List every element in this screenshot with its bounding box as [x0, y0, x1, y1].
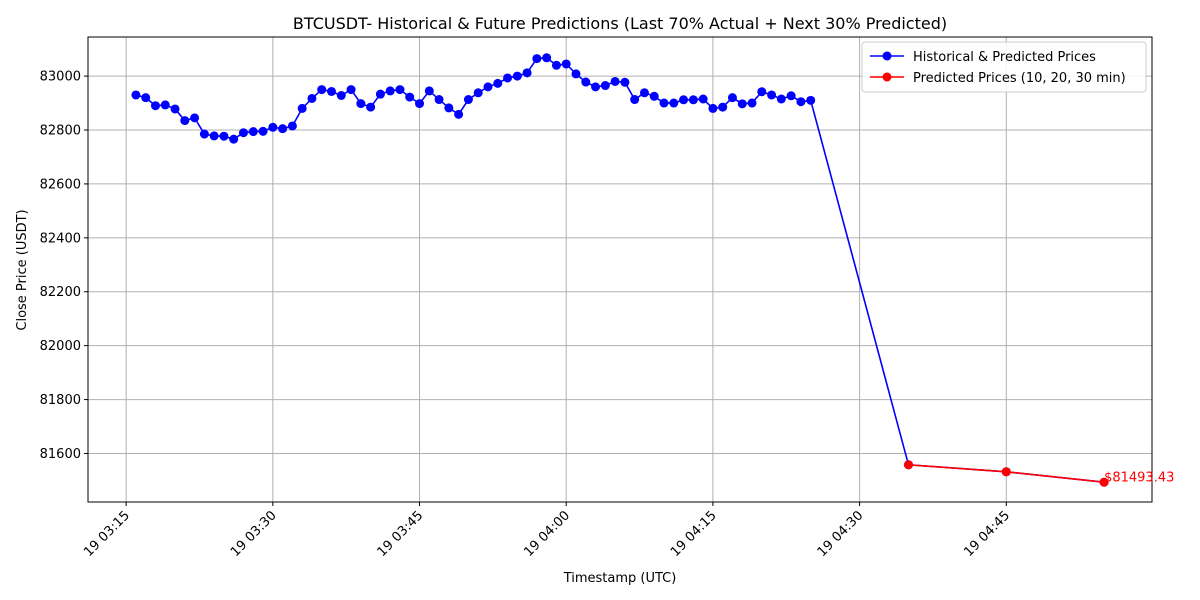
- data-point: [512, 71, 522, 81]
- data-point: [679, 95, 689, 105]
- data-point: [141, 93, 151, 103]
- data-point: [688, 95, 698, 105]
- data-point: [522, 68, 532, 78]
- y-axis-label: Close Price (USDT): [15, 209, 30, 330]
- data-point: [620, 77, 630, 87]
- legend-box: [861, 41, 1147, 93]
- data-point: [639, 88, 649, 98]
- legend: Historical & Predicted Prices Predicted …: [861, 41, 1147, 93]
- data-point: [737, 99, 747, 109]
- y-tick-label: 82000: [40, 339, 81, 354]
- data-point: [366, 102, 376, 112]
- data-point: [727, 93, 737, 103]
- y-tick-label: 82600: [40, 177, 81, 192]
- data-point: [610, 76, 620, 86]
- data-point: [571, 69, 581, 79]
- data-point: [757, 87, 767, 97]
- data-point: [346, 85, 356, 95]
- data-point: [532, 54, 542, 64]
- series-predicted: [903, 460, 1109, 487]
- y-tick-label: 82400: [40, 231, 81, 246]
- y-tick-label: 82200: [40, 285, 81, 300]
- data-point: [268, 122, 278, 132]
- data-point: [1099, 477, 1109, 487]
- data-point: [356, 99, 366, 109]
- data-point: [767, 90, 777, 100]
- data-point: [336, 91, 346, 100]
- data-point: [747, 98, 757, 108]
- data-point: [786, 91, 796, 101]
- data-point: [258, 126, 268, 136]
- data-point: [600, 81, 610, 91]
- y-tick-label: 82800: [40, 124, 81, 139]
- chart-title: BTCUSDT- Historical & Future Predictions…: [293, 14, 947, 33]
- data-point: [1001, 467, 1011, 477]
- data-point: [493, 78, 503, 88]
- data-point: [190, 113, 200, 123]
- data-point: [776, 94, 786, 104]
- data-point: [434, 95, 444, 105]
- data-point: [385, 86, 395, 96]
- data-point: [248, 127, 258, 137]
- data-point: [483, 82, 493, 92]
- prediction-annotation: $81493.43: [1104, 471, 1174, 486]
- data-point: [454, 109, 464, 119]
- data-point: [698, 94, 708, 104]
- data-point: [405, 92, 415, 102]
- data-point: [150, 101, 160, 111]
- data-point: [307, 93, 317, 103]
- data-point: [199, 129, 209, 139]
- data-point: [591, 82, 601, 92]
- data-point: [297, 103, 307, 113]
- data-point: [806, 95, 816, 105]
- data-point: [287, 121, 297, 131]
- data-point: [649, 91, 659, 101]
- data-point: [180, 116, 190, 126]
- data-point: [551, 60, 561, 70]
- data-point: [542, 53, 552, 63]
- data-point: [424, 86, 434, 96]
- data-point: [669, 98, 679, 108]
- data-point: [219, 131, 229, 141]
- data-point: [903, 460, 913, 470]
- grid: [88, 37, 1152, 502]
- data-point: [229, 134, 239, 144]
- data-point: [503, 73, 513, 83]
- data-point: [160, 100, 170, 110]
- data-point: [395, 85, 405, 95]
- legend-historical-label: Historical & Predicted Prices: [913, 50, 1096, 65]
- data-point: [415, 99, 425, 109]
- data-point: [659, 98, 669, 108]
- data-point: [131, 90, 141, 100]
- data-point: [630, 95, 640, 105]
- data-point: [473, 88, 483, 98]
- data-point: [327, 86, 337, 96]
- data-point: [796, 97, 806, 107]
- x-axis-label: Timestamp (UTC): [563, 571, 677, 586]
- data-point: [444, 103, 454, 113]
- axes-frame: [87, 36, 1153, 503]
- data-point: [375, 89, 385, 99]
- data-point: [463, 95, 473, 105]
- legend-predicted-label: Predicted Prices (10, 20, 30 min): [913, 71, 1126, 86]
- data-point: [170, 104, 180, 114]
- data-point: [718, 102, 728, 112]
- y-tick-label: 81600: [40, 447, 81, 462]
- series-layer: [131, 53, 1109, 487]
- data-point: [708, 103, 718, 113]
- legend-historical-marker: [882, 51, 892, 61]
- y-tick-label: 81800: [40, 393, 81, 408]
- data-point: [238, 128, 248, 138]
- data-point: [561, 59, 571, 69]
- y-tick-label: 83000: [40, 70, 81, 85]
- data-point: [581, 77, 591, 87]
- legend-predicted-marker: [882, 72, 892, 82]
- data-point: [209, 131, 219, 141]
- data-point: [278, 124, 288, 134]
- data-point: [317, 85, 327, 95]
